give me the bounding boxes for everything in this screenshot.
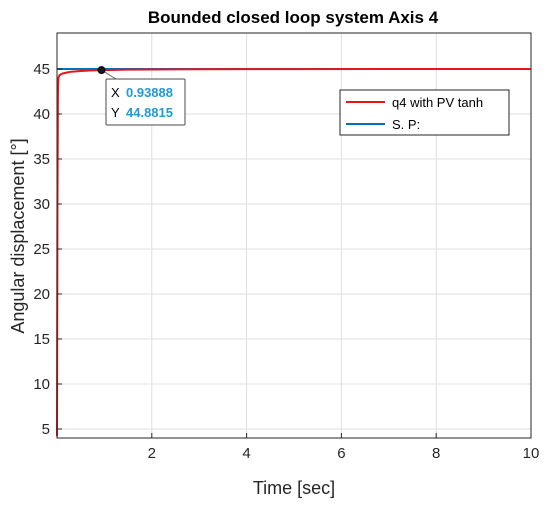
- series-line-q4: [56, 68, 532, 437]
- y-tick-label: 25: [33, 241, 50, 258]
- y-tick-label: 15: [33, 331, 50, 348]
- y-tick-label: 20: [33, 286, 50, 303]
- legend-entry-setpoint: S. P:: [392, 117, 420, 132]
- legend-entry-q4: q4 with PV tanh: [392, 95, 483, 110]
- x-tick-label: 4: [242, 445, 250, 462]
- x-tick-label: 2: [148, 445, 156, 462]
- y-tick-label: 40: [33, 106, 50, 123]
- datatip-x-value: 0.93888: [126, 85, 173, 100]
- datatip-y-value: 44.8815: [126, 105, 173, 120]
- y-tick-label: 45: [33, 61, 50, 78]
- x-tick-label: 8: [432, 445, 440, 462]
- plot-area-frame: [56, 32, 532, 439]
- datatip-marker: [97, 66, 106, 75]
- x-tick-label: 6: [337, 445, 345, 462]
- y-tick-label: 35: [33, 151, 50, 168]
- y-tick-label: 30: [33, 196, 50, 213]
- series-layer: [56, 68, 532, 437]
- y-tick-label: 10: [33, 376, 50, 393]
- datatip-y-label: Y: [111, 105, 120, 120]
- datatip-box: [105, 78, 186, 126]
- datatip-x-label: X: [111, 85, 120, 100]
- legend: q4 with PV tanh S. P:: [339, 89, 510, 136]
- tick-labels: 2 4 6 8 10 5 10 15 20 25 30 35 40 45: [33, 61, 539, 462]
- legend-box: [339, 89, 510, 136]
- y-tick-label: 5: [42, 421, 50, 438]
- y-axis-label: Angular displacement [°]: [8, 138, 28, 333]
- chart-title: Bounded closed loop system Axis 4: [148, 8, 439, 27]
- x-axis-label: Time [sec]: [253, 478, 335, 498]
- x-tick-label: 10: [523, 445, 540, 462]
- datatip: X 0.93888 Y 44.8815: [97, 66, 186, 126]
